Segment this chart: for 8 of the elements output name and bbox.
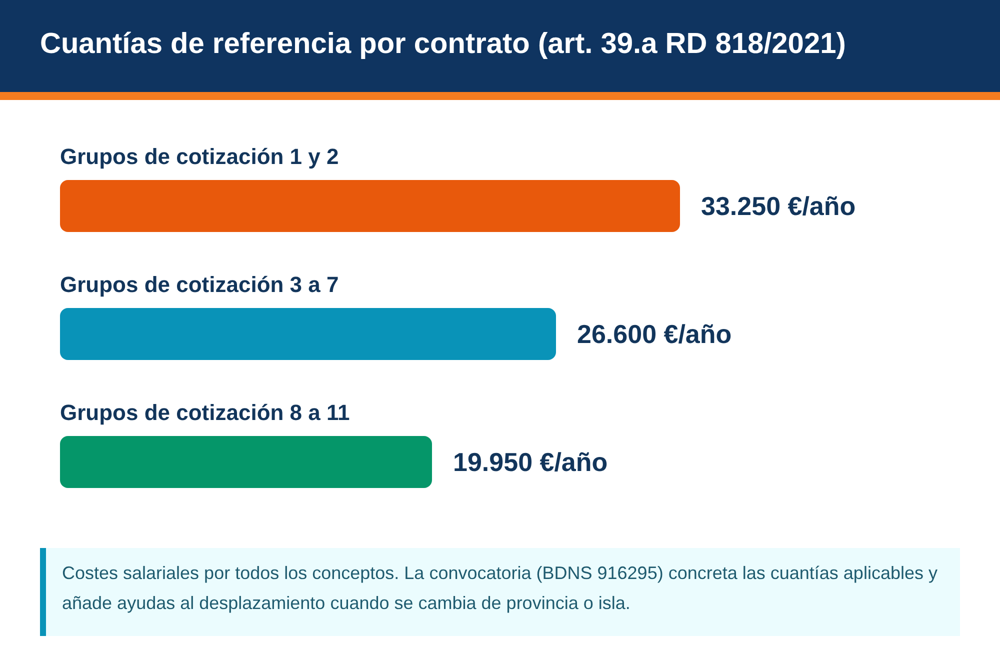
data-label: 26.600 €/año (577, 319, 732, 349)
y-tick-label: Grupos de cotización 1 y 2 (60, 144, 339, 169)
data-label: 33.250 €/año (701, 191, 856, 221)
chart-title: Cuantías de referencia por contrato (art. 39.a RD 818/2021) (40, 28, 846, 61)
text: Costes salariales por todos los conceptos. La convocatoria (BDNS 916295) concreta las cuantías aplicables y añade ayudas al desplazamiento cuando se cambia de provincia o isla. (40, 548, 960, 636)
y-tick-label: Grupos de cotización 3 a 7 (60, 272, 339, 297)
y-tick-label: Grupos de cotización 8 a 11 (60, 400, 350, 425)
data-label: 19.950 €/año (453, 447, 608, 477)
